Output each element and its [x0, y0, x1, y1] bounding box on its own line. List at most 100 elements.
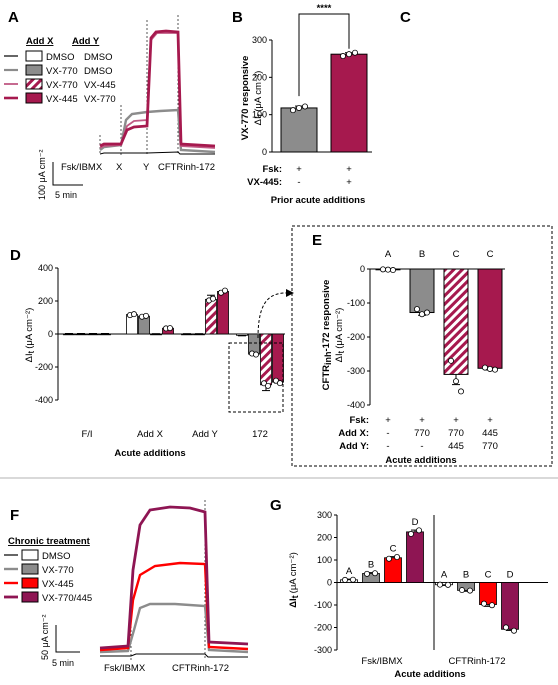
panel-b-ylabel-sub: ΔIt(μA cm⁻²): [253, 71, 265, 126]
trace-vx445-vx770: [99, 29, 216, 148]
legend-swatch-box-dmso: [25, 50, 43, 62]
panel-d-x-tick-label: 172: [252, 429, 268, 440]
panel-e-data-point: [486, 365, 493, 372]
panel-e-condition-value: +: [453, 415, 459, 426]
panel-b-y-tick-label: 100: [252, 110, 267, 120]
panel-e-data-point: [457, 388, 464, 395]
panel-d-y-tick-label: 400: [38, 263, 53, 273]
legend-swatch-box-vx770-vx445: [25, 78, 43, 90]
addition-label-fsk: Fsk/IBMX: [61, 162, 103, 173]
panel-e-bar: [409, 268, 435, 314]
panel-g-bar: [501, 582, 519, 630]
panel-d-y-tick-label: 0: [48, 329, 53, 339]
legend-f-label-vx770: VX-770: [42, 565, 74, 576]
panel-e-ylabel-units: (μA cm⁻²): [334, 308, 345, 349]
panel-e-data-point: [447, 357, 454, 364]
scale-x-label-a: 5 min: [55, 190, 77, 200]
panel-b-cond-1-vx445: -: [297, 177, 300, 188]
panel-e-row-label-add-y: Add Y:: [339, 441, 369, 452]
panel-d-bar: [272, 333, 284, 383]
legend-f-label-dmso: DMSO: [42, 551, 71, 562]
panel-e-stat-letter: C: [487, 249, 494, 260]
panel-b-y-tick-label: 300: [252, 35, 267, 45]
scale-y-label-f: 50 μA cm⁻²: [40, 615, 50, 660]
addition-label-cftrinh: CFTRinh-172: [158, 162, 215, 173]
panel-e-data-point: [418, 311, 425, 318]
panel-b-cond-2-vx445: +: [346, 177, 352, 188]
legend-y-1: DMSO: [84, 52, 113, 63]
panel-b-significance: ****: [317, 3, 332, 14]
panel-b-data-point: [289, 107, 296, 114]
trace-dmso: [99, 151, 215, 155]
panel-b-xlabel: Prior acute additions: [271, 195, 366, 206]
panel-d-y-tick-label: 200: [38, 296, 53, 306]
scale-y-label-a: 100 μA cm⁻²: [37, 150, 47, 200]
panel-g-bar: [479, 582, 497, 605]
panel-e-data-point: [379, 266, 386, 273]
panel-d-bar: [87, 333, 99, 336]
panel-e-condition-value: 770: [414, 428, 430, 439]
panel-e-y-tick-label: -200: [347, 332, 365, 342]
panel-e-condition-value: -: [386, 428, 389, 439]
panel-g-data-point: [510, 627, 517, 634]
panel-e-condition-value: -: [420, 441, 423, 452]
panel-b-data-point: [295, 104, 302, 111]
panel-g-stat-letter: C: [485, 570, 492, 581]
panel-g-data-point: [444, 581, 451, 588]
legend-f-label-combo: VX-770/445: [42, 593, 92, 604]
panel-b-ylabel-units: (μA cm⁻²): [253, 71, 264, 112]
panel-d-data-point: [166, 325, 173, 332]
panel-b-data-point: [339, 53, 346, 60]
panel-g-data-point: [385, 555, 392, 562]
panel-g-stat-letter: B: [368, 560, 374, 571]
panel-e-y-tick-label: -300: [347, 366, 365, 376]
panel-e-frame: [291, 225, 553, 467]
panel-d-bar: [63, 333, 75, 336]
addition-label-f-cftrinh: CFTRinh-172: [172, 663, 229, 674]
panel-e-stat-letter: C: [453, 249, 460, 260]
panel-e-condition-value: +: [385, 415, 391, 426]
legend-y-3: VX-445: [84, 80, 116, 91]
panel-g-data-point: [458, 587, 465, 594]
panel-e-condition-value: 445: [482, 428, 498, 439]
panel-d-bar: [236, 333, 248, 336]
panel-e-ylabel-sub: ΔIt(μA cm⁻²): [334, 308, 346, 363]
panel-e-data-point: [423, 309, 430, 316]
scale-x-label-f: 5 min: [52, 658, 74, 668]
panel-d-x-tick-label: Add Y: [192, 429, 218, 440]
panel-d-data-point: [130, 311, 137, 318]
zoom-box-d: [228, 342, 284, 413]
panel-g-bar: [384, 557, 402, 583]
panel-g-data-point: [407, 530, 414, 537]
panel-f: Chronic treatment DMSO VX-770 VX-445 VX-…: [4, 500, 249, 674]
panel-e-condition-value: +: [487, 415, 493, 426]
trace-f-combo: [99, 505, 249, 650]
trace-vx770-vx445: [99, 32, 216, 149]
panel-d-x-tick-label: Add X: [137, 429, 164, 440]
panel-e-row-label-add-x: Add X:: [338, 428, 369, 439]
panel-e-y-tick-label: -100: [347, 298, 365, 308]
panel-g-data-point: [341, 576, 348, 583]
panel-b-data-point: [301, 103, 308, 110]
panel-b-data-point: [351, 49, 358, 56]
panel-g-y-tick-label: -100: [314, 600, 332, 610]
legend-x-3: VX-770: [46, 80, 78, 91]
legend-x-4: VX-445: [46, 94, 78, 105]
legend-f-swatch-box-combo: [21, 591, 39, 603]
panel-b-data-point: [345, 51, 352, 58]
legend-swatch-box-vx770: [25, 64, 43, 76]
panel-b-ylabel-symbol: ΔI: [253, 116, 264, 125]
panel-e-data-point: [384, 266, 391, 273]
panel-e-data-point: [452, 378, 459, 385]
legend-header-add-x: Add X: [26, 36, 54, 47]
panel-d-ylabel-units: (μA cm⁻²): [24, 308, 35, 349]
legend-x-1: DMSO: [46, 52, 75, 63]
panel-d-data-point: [276, 380, 283, 387]
panel-g-data-point: [480, 600, 487, 607]
panel-g-y-tick-label: 300: [317, 510, 332, 520]
legend-y-2: DMSO: [84, 66, 113, 77]
panel-letter-c: C: [400, 9, 411, 26]
panel-letter-a: A: [8, 9, 19, 26]
legend-y-4: VX-770: [84, 94, 116, 105]
